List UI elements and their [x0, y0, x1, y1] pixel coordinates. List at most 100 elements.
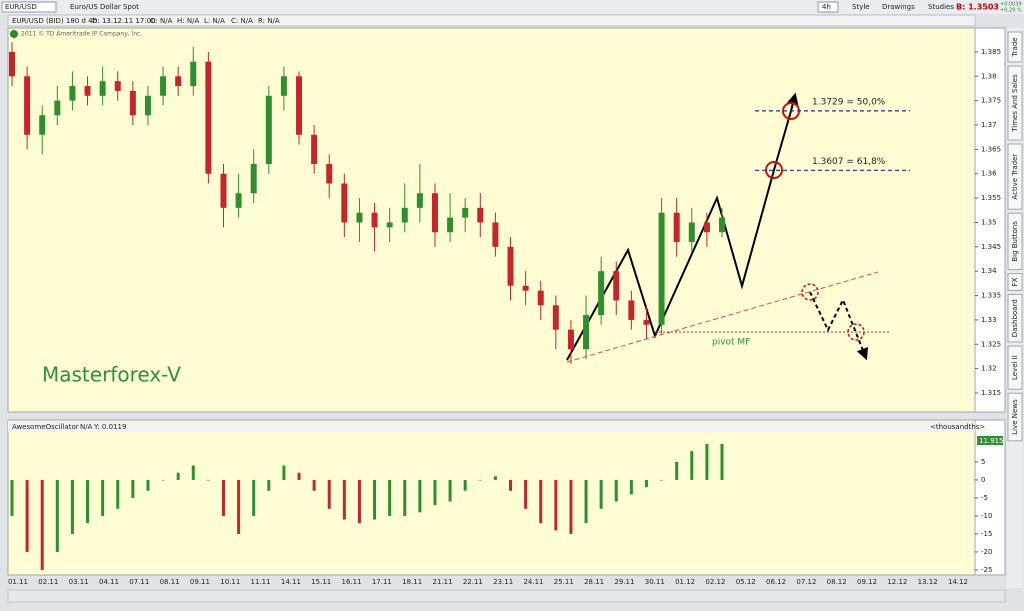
- side-tab[interactable]: [1007, 31, 1023, 63]
- candle-body: [598, 271, 605, 316]
- x-tick-label: 13.12: [918, 578, 938, 586]
- oscillator-bar: [599, 479, 603, 509]
- x-tick-label: 08.12: [827, 578, 847, 586]
- y-tick-label: 1.385: [981, 48, 1001, 56]
- info-bar: [7, 14, 976, 27]
- candle-body: [129, 90, 136, 116]
- oscillator-status: N/A: [80, 423, 93, 431]
- studies-button[interactable]: Studies: [928, 3, 954, 11]
- x-tick-label: 15.11: [311, 578, 331, 586]
- x-tick-label: 09.11: [190, 578, 210, 586]
- x-tick-label: 10.11: [220, 578, 240, 586]
- oscillator-bar: [448, 479, 452, 502]
- price-axis: [974, 27, 1006, 413]
- interval: 4h: [822, 3, 831, 11]
- candle-body: [386, 222, 393, 228]
- oscillator-bar: [176, 472, 180, 480]
- x-tick-label: 09.12: [857, 578, 877, 586]
- oscillator-bar: [282, 465, 286, 480]
- copyright: 2011 © TD Ameritrade IP Company, Inc.: [21, 31, 142, 38]
- y-tick-label: 1.345: [981, 243, 1001, 251]
- change: +0.0039: [1000, 2, 1022, 8]
- style-button[interactable]: Style: [852, 3, 870, 11]
- side-tab[interactable]: [1007, 392, 1023, 442]
- oscillator-bar: [297, 472, 301, 480]
- oscillator-bar: [116, 479, 120, 509]
- y-tick-label: -25: [981, 566, 992, 574]
- x-tick-label: 05.12: [736, 578, 756, 586]
- candle-body: [492, 222, 499, 247]
- symbol-box[interactable]: [1, 1, 57, 13]
- candle-body: [24, 76, 31, 135]
- x-tick-label: 01.12: [675, 578, 695, 586]
- candle-body: [371, 212, 378, 228]
- x-tick-label: 14.12: [948, 578, 968, 586]
- x-tick-label: 01.11: [8, 578, 28, 586]
- candle-body: [552, 305, 559, 330]
- oscillator-bar: [237, 479, 241, 534]
- oscillator-bar: [403, 479, 407, 516]
- side-tab-label: Live News: [1011, 399, 1019, 435]
- interval-button[interactable]: [817, 1, 839, 13]
- forecast-circle: [801, 283, 819, 301]
- last-value: 11.915: [979, 437, 1004, 445]
- bid: B: 1.3503: [956, 3, 999, 12]
- description: Euro/US Dollar Spot: [70, 3, 139, 11]
- candle-body: [235, 193, 242, 208]
- oscillator-panel: [7, 419, 976, 576]
- candle-body: [583, 315, 590, 350]
- candle-body: [341, 183, 348, 223]
- side-tab-label: Big Buttons: [1011, 221, 1019, 262]
- y-tick-label: 1.315: [981, 389, 1001, 397]
- oscillator-bar: [614, 479, 618, 502]
- side-tab[interactable]: [1007, 143, 1023, 210]
- oscillator-bar: [101, 479, 105, 516]
- x-tick-label: 02.11: [38, 578, 58, 586]
- oscillator-bar: [539, 479, 543, 524]
- oscillator-header: [8, 421, 975, 432]
- info-item: EUR/USD (BID) 180 d 4h: [12, 17, 97, 25]
- candle-body: [643, 319, 650, 325]
- oscillator-bar: [690, 451, 694, 480]
- x-tick-label: 11.11: [251, 578, 271, 586]
- side-tab[interactable]: [1007, 273, 1023, 291]
- x-tick-label: 25.11: [554, 578, 574, 586]
- candle-body: [522, 285, 529, 291]
- x-tick-label: 24.11: [523, 578, 543, 586]
- oscillator-bar: [267, 479, 271, 491]
- side-tab-label: Times And Sales: [1011, 74, 1019, 133]
- candle-body: [250, 163, 257, 194]
- candle-body: [190, 61, 197, 87]
- candle-body: [447, 217, 454, 233]
- info-item: O: N/A: [150, 17, 173, 25]
- y-tick-label: 1.35: [981, 218, 997, 226]
- y-tick-label: 1.34: [981, 267, 997, 275]
- oscillator-bar: [463, 479, 467, 491]
- y-tick-label: -20: [981, 548, 992, 556]
- candle-body: [220, 173, 227, 208]
- oscillator-bar: [25, 479, 29, 552]
- symbol: EUR/USD: [5, 3, 37, 11]
- x-tick-label: 07.11: [129, 578, 149, 586]
- info-item: R: N/A: [258, 17, 280, 25]
- side-tab[interactable]: [1007, 212, 1023, 271]
- oscillator-title: AwesomeOscillator: [12, 423, 79, 431]
- candle-body: [507, 246, 514, 286]
- side-tab[interactable]: [1007, 345, 1023, 390]
- oscillator-bar: [388, 479, 392, 516]
- candle-body: [719, 217, 725, 233]
- oscillator-units: <thousandths>: [930, 423, 985, 431]
- price-panel: [7, 27, 976, 413]
- side-tab[interactable]: [1007, 293, 1023, 343]
- candle-body: [567, 329, 574, 350]
- oscillator-bar: [327, 479, 331, 509]
- candle-body: [265, 95, 272, 164]
- last-value-flag: [977, 436, 1003, 445]
- scroll-bar[interactable]: [7, 589, 1006, 603]
- side-tab[interactable]: [1007, 65, 1023, 141]
- x-tick-label: 12.12: [887, 578, 907, 586]
- y-tick-label: 1.325: [981, 340, 1001, 348]
- drawings-button[interactable]: Drawings: [882, 3, 915, 11]
- oscillator-bar: [493, 476, 497, 480]
